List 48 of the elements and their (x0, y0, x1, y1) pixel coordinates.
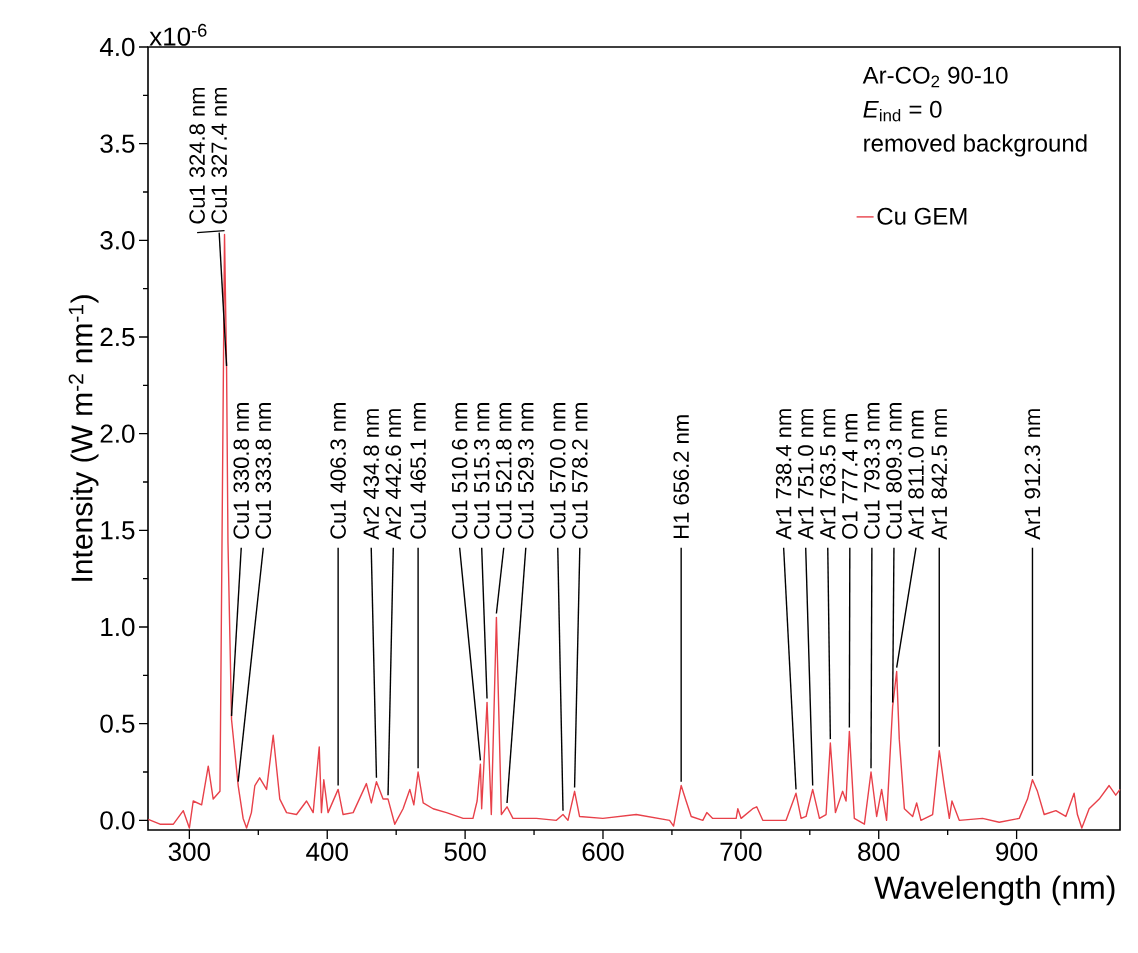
x-axis-title: Wavelength (nm) (874, 875, 1115, 906)
y-tick-label: 3.0 (100, 231, 135, 250)
y-tick-label: 2.0 (100, 424, 135, 443)
y-tick-label: 1.5 (101, 521, 135, 540)
annotation: Cu1 809.3 nm (886, 403, 902, 539)
x-tick-label: 700 (720, 842, 762, 861)
annotation: Cu1 529.3 nm (518, 403, 534, 539)
annotation: Ar1 811.0 nm (908, 410, 924, 540)
x-tick-label: 900 (996, 842, 1038, 861)
annotation: Ar1 912.3 nm (1024, 409, 1041, 540)
annotation: Cu1 578.2 nm (572, 403, 588, 539)
annotation: Cu1 793.3 nm (864, 403, 880, 539)
annotation: Cu1 510.6 nm (451, 403, 468, 539)
y-tick-label: 2.5 (100, 327, 135, 347)
annotation: Ar1 763.5 nm (819, 409, 836, 540)
annotation: Cu1 324.8 nm (189, 87, 205, 224)
annotation: O1 777.4 nm (842, 414, 858, 539)
annotation: Cu1 515.3 nm (473, 403, 490, 539)
y-tick-label: 1.0 (101, 617, 135, 637)
annotation: E$_{ind}$ = 0 (863, 100, 942, 122)
annotation: Ar-CO$_{2}$ 90-10 (862, 66, 1008, 88)
x-tick-label: 600 (582, 842, 624, 861)
text: x10$^{-6}$ (149, 23, 207, 46)
annotation: removed background (864, 134, 1087, 157)
line-series (147, 233, 1121, 829)
annotation: Ar2 434.8 nm (363, 409, 380, 540)
x-tick-label: 800 (858, 842, 900, 861)
y-tick-label: 4.0 (99, 37, 135, 57)
y-axis-title: Intensity (W m$^{-2}$ nm$^{-1}$) (68, 295, 99, 581)
legend-label: Cu GEM (877, 207, 967, 225)
annotation: Cu1 330.8 nm (233, 403, 250, 539)
x-tick-label: 300 (168, 842, 211, 861)
annotation: Ar2 442.6 nm (385, 409, 402, 540)
annotation: Cu1 521.8 nm (495, 403, 512, 539)
annotation: Cu1 465.1 nm (410, 403, 426, 539)
y-tick-label: 0.0 (100, 811, 135, 830)
annotation: Ar1 842.5 nm (931, 409, 948, 540)
annotation: Cu1 570.0 nm (549, 403, 566, 539)
annotation: Cu1 333.8 nm (255, 403, 272, 539)
annotation: Cu1 406.3 nm (330, 403, 346, 539)
annotation: Ar1 751.0 nm (797, 409, 814, 540)
annotation: Cu1 327.4 nm (211, 87, 227, 224)
annotation: Ar1 738.4 nm (775, 409, 792, 540)
x-tick-label: 400 (306, 842, 348, 861)
annotation: H1 656.2 nm (673, 415, 689, 538)
x-tick-label: 500 (444, 842, 486, 861)
y-tick-label: 3.5 (100, 134, 135, 153)
y-tick-label: 0.5 (100, 714, 135, 733)
